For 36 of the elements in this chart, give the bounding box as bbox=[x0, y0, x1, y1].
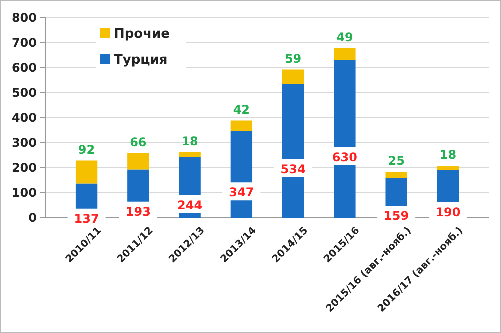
y-tick-label: 600 bbox=[12, 60, 37, 75]
bar bbox=[334, 60, 356, 218]
data-label: 190 bbox=[436, 205, 461, 220]
data-label: 193 bbox=[126, 204, 151, 219]
data-label: 18 bbox=[182, 134, 198, 148]
data-label: 66 bbox=[130, 135, 147, 150]
data-label: 244 bbox=[178, 198, 203, 212]
y-tick-label: 0 bbox=[28, 210, 37, 225]
y-tick-label: 100 bbox=[12, 186, 37, 200]
data-label: 92 bbox=[78, 142, 96, 157]
data-label: 42 bbox=[233, 102, 250, 117]
data-label: 630 bbox=[332, 150, 358, 164]
bar bbox=[334, 48, 356, 60]
bar bbox=[437, 166, 460, 170]
data-label: 18 bbox=[440, 148, 457, 162]
data-label: 534 bbox=[280, 162, 306, 176]
data-label: 137 bbox=[74, 212, 100, 226]
data-label: 59 bbox=[284, 52, 302, 66]
y-tick-label: 400 bbox=[12, 110, 37, 125]
bar bbox=[76, 160, 98, 184]
bar bbox=[179, 152, 201, 157]
bar bbox=[230, 120, 253, 132]
legend-label: Турция bbox=[114, 53, 168, 68]
y-tick-label: 800 bbox=[12, 10, 37, 25]
y-tick-label: 300 bbox=[12, 136, 37, 150]
y-tick-label: 500 bbox=[12, 86, 37, 100]
legend-label: Прочие bbox=[114, 27, 170, 42]
bar bbox=[128, 153, 150, 170]
data-label: 49 bbox=[336, 30, 354, 44]
data-label: 159 bbox=[384, 209, 410, 224]
bar bbox=[282, 70, 304, 84]
y-tick-label: 700 bbox=[12, 36, 37, 50]
data-label: 347 bbox=[229, 186, 254, 200]
bar bbox=[386, 172, 408, 178]
data-label: 25 bbox=[388, 154, 405, 168]
y-tick-label: 200 bbox=[12, 160, 37, 175]
